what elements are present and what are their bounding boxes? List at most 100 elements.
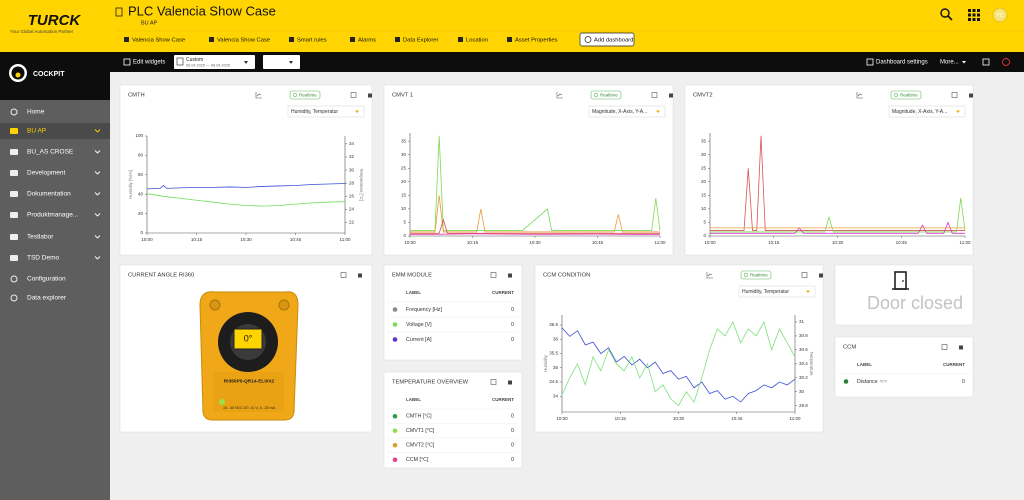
sidebar-item[interactable]: Development	[27, 170, 65, 177]
row-value: 0	[511, 322, 514, 328]
tab-icon	[507, 37, 512, 42]
sidebar-item[interactable]: BU AP	[27, 128, 46, 135]
row-value: 0	[511, 307, 514, 313]
column-header: LABEL	[857, 362, 872, 367]
tab-icon	[395, 37, 400, 42]
sidebar-item[interactable]: Produktmanage...	[27, 212, 79, 219]
x-tick-label: 10:45	[896, 240, 908, 245]
folder-icon	[10, 170, 18, 176]
y-tick-label: 20	[401, 179, 407, 184]
tab-icon	[209, 37, 214, 42]
y-tick-label: 10	[401, 206, 407, 211]
y2-tick-label: 26	[349, 193, 355, 198]
column-header: CURRENT	[492, 290, 514, 295]
y-tick-label: 30	[401, 152, 407, 157]
tab[interactable]: Smart rules	[297, 38, 327, 44]
tab[interactable]: Valencia Show Case	[132, 38, 185, 44]
dashboard-settings[interactable]: Dashboard settings	[876, 60, 928, 66]
x-tick-label: 10:45	[592, 240, 604, 245]
folder-icon	[10, 191, 18, 197]
x-tick-label: 10:15	[768, 240, 780, 245]
y-tick-label: 25	[701, 165, 707, 170]
row-color-dot	[393, 443, 398, 448]
y2-tick-label: 30.2	[799, 375, 808, 380]
y2-tick-label: 30	[349, 167, 355, 172]
range-dates: 06.04.2025 — 06.04.2025	[186, 64, 230, 68]
sidebar-item[interactable]: Testlabor	[27, 234, 54, 241]
x-tick-label: 10:45	[290, 237, 302, 242]
x-tick-label: 11:00	[655, 240, 666, 245]
folder-icon	[10, 128, 18, 134]
sidebar-item[interactable]: Dokumentation	[27, 191, 71, 198]
x-tick-label: 10:30	[529, 240, 541, 245]
column-header: CURRENT	[943, 362, 965, 367]
sensor-spec: 15...30 VDC 0/0..10 V, 4...20 mA	[223, 406, 276, 410]
row-label: Voltage [V]	[406, 322, 432, 328]
row-value: 0	[511, 414, 514, 420]
widget-title: CCM	[843, 345, 856, 351]
row-label: CMTH [°C]	[406, 414, 432, 420]
widget-card	[384, 372, 522, 468]
row-label: Frequency [Hz]	[406, 307, 442, 313]
tab[interactable]: Add dashboard	[594, 38, 633, 44]
range-label: Custom	[186, 57, 203, 63]
sidebar-item[interactable]: Data explorer	[27, 295, 67, 302]
avatar-initials: TC	[996, 13, 1003, 19]
lock-icon	[508, 274, 512, 278]
row-color-dot	[393, 428, 398, 433]
x-tick-label: 11:00	[960, 240, 971, 245]
y-tick-label: 10	[701, 206, 707, 211]
row-value: 0	[511, 337, 514, 343]
tab[interactable]: Location	[466, 38, 488, 44]
widget-title: CMVT2	[693, 93, 713, 99]
widget-title: CURRENT ANGLE RI360	[128, 273, 194, 279]
y-tick-label: 15	[401, 193, 407, 198]
tab[interactable]: Alarms	[358, 38, 376, 44]
tab[interactable]: Valencia Show Case	[217, 38, 270, 44]
y-tick-label: 15	[701, 193, 707, 198]
x-tick-label: 10:30	[673, 416, 685, 421]
sidebar-item[interactable]: BU_AS CROSE	[27, 149, 74, 156]
y-tick-label: 30	[701, 152, 707, 157]
column-header: LABEL	[406, 397, 421, 402]
tab[interactable]: Data Explorer	[403, 38, 439, 44]
widget-title: TEMPERATURE OVERVIEW	[392, 380, 469, 386]
y2-tick-label: 22	[349, 220, 355, 225]
tab-icon	[289, 37, 294, 42]
door-status: Door closed	[867, 293, 963, 313]
edit-widgets[interactable]: Edit widgets	[133, 60, 165, 66]
sidebar-item[interactable]: Home	[27, 109, 45, 116]
sidebar-item[interactable]: Configuration	[27, 276, 66, 283]
aggregation-dropdown[interactable]	[263, 55, 300, 69]
tab[interactable]: Asset Properties	[515, 38, 558, 44]
row-value: 0	[511, 428, 514, 434]
y-tick-label: 36	[553, 336, 559, 341]
series-selector-label: Humidity, Temperatur	[742, 289, 789, 295]
folder-icon	[10, 212, 18, 218]
y2-tick-label: 30.8	[799, 333, 808, 338]
sidebar-item[interactable]: TSD Demo	[27, 255, 60, 262]
row-color-dot	[393, 337, 398, 342]
y2-tick-label: 24	[349, 207, 355, 212]
y2-tick-label: 31	[799, 319, 805, 324]
x-tick-label: 10:00	[141, 237, 153, 242]
more-menu[interactable]: More...	[940, 60, 959, 66]
y-tick-label: 60	[138, 172, 144, 177]
widget-title: CCM CONDITION	[543, 273, 590, 279]
x-tick-label: 11:00	[790, 416, 801, 421]
lock-icon	[368, 94, 372, 98]
x-tick-label: 10:30	[240, 237, 252, 242]
page-title: PLC Valencia Show Case	[128, 3, 276, 18]
breadcrumb[interactable]: BU AP	[141, 20, 158, 26]
row-label: Current [A]	[406, 337, 432, 343]
y-tick-label: 35	[553, 365, 559, 370]
apps-icon[interactable]	[968, 9, 980, 21]
sensor-screw	[210, 300, 220, 310]
row-color-dot	[393, 414, 398, 419]
y-tick-label: 36.5	[549, 322, 558, 327]
x-tick-label: 10:30	[832, 240, 844, 245]
brand-name: COCKPIT	[33, 71, 65, 78]
row-unit: mm	[880, 379, 888, 384]
sensor-screw	[279, 300, 289, 310]
